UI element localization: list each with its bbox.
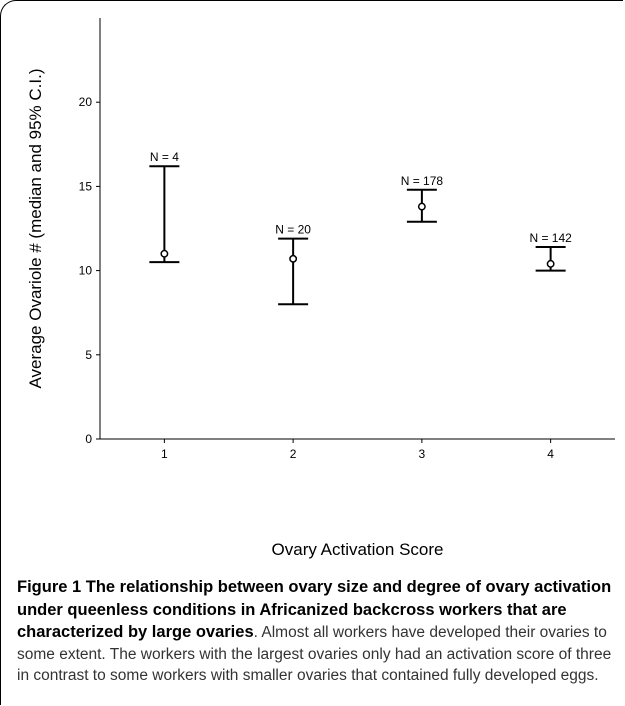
x-tick-label: 4: [547, 447, 554, 461]
n-label: N = 178: [401, 174, 444, 188]
x-ticks: 1 2 3 4: [161, 439, 554, 461]
figure-caption: Figure 1 The relationship between ovary …: [17, 576, 617, 687]
error-bar-2: N = 20: [275, 223, 311, 306]
x-tick-label: 3: [419, 447, 426, 461]
error-bar-4: N = 142: [529, 231, 572, 272]
median-point: [289, 254, 298, 263]
y-tick-label: 10: [79, 264, 93, 278]
error-bar-3: N = 178: [401, 174, 444, 223]
caption-body: Almost all workers have developed their …: [17, 624, 612, 684]
y-tick-label: 20: [79, 95, 93, 109]
y-tick-label: 5: [85, 348, 92, 362]
axes: [99, 18, 615, 440]
median-point: [417, 202, 426, 211]
error-bar-1: N = 4: [149, 150, 180, 264]
n-label: N = 4: [150, 150, 179, 164]
y-ticks: 0 5 10 15 20: [79, 95, 100, 446]
caption-title: Figure 1 The relationship between ovary …: [17, 578, 612, 641]
median-point: [546, 259, 555, 268]
n-label: N = 142: [529, 231, 572, 245]
caption-title-end: .: [253, 624, 258, 641]
y-tick-label: 0: [85, 432, 92, 446]
x-tick-label: 2: [290, 447, 297, 461]
y-axis-label: Average Ovariole # (median and 95% C.I.): [26, 68, 45, 388]
n-label: N = 20: [275, 223, 311, 237]
y-tick-label: 15: [79, 179, 93, 193]
x-axis-label: Ovary Activation Score: [272, 540, 444, 559]
median-point: [160, 249, 169, 258]
error-bars: N = 4 N = 20 N = 178 N = 142: [149, 150, 572, 306]
x-tick-label: 1: [161, 447, 168, 461]
